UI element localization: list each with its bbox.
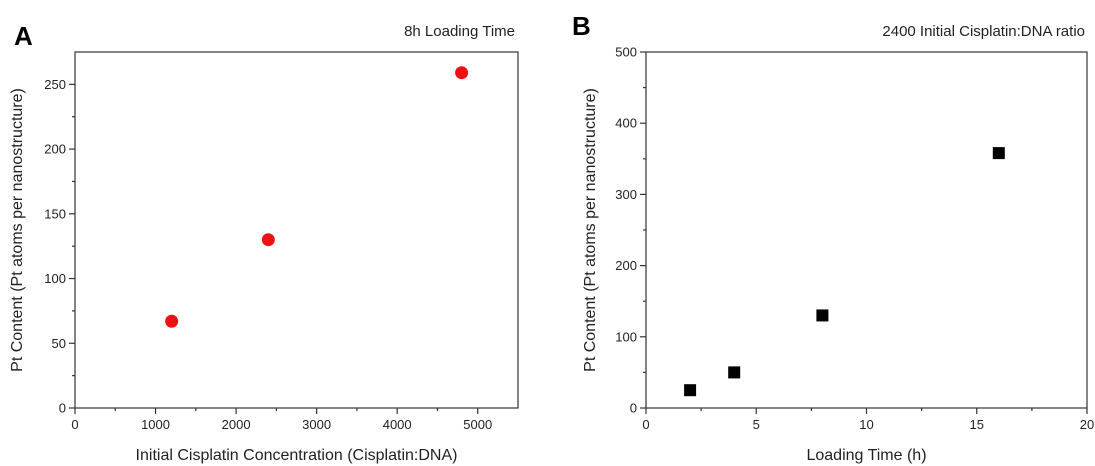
panel-b-data-point [816,309,829,322]
panel-a-x-tick-label: 4000 [383,417,412,432]
panel-b-y-axis-label: Pt Content (Pt atoms per nanostructure) [582,88,599,372]
panel-b-x-tick-label: 0 [642,417,649,432]
panel-a-plot-frame [74,51,519,409]
panel-a-y-tick-label: 0 [59,401,66,416]
panel-a-y-tick-label: 150 [44,206,66,221]
panel-a-y-tick-label: 200 [44,142,66,157]
panel-b-series [684,147,1005,397]
panel-b-x-tick-label: 20 [1080,417,1094,432]
panel-b-x-tick-label: 10 [859,417,873,432]
panel-b-data-point [992,147,1005,160]
panel-b-plot-frame [645,51,1088,409]
panel-a-y-axis: 0 50 100 150 200 250 [44,77,75,416]
panel-b-data-point [684,384,697,397]
panel-b-y-tick-label: 200 [615,258,637,273]
panel-b-y-tick-label: 400 [615,116,637,131]
panel-a-x-tick-label: 2000 [222,417,251,432]
panel-a: A 8h Loading Time 0 1000 2000 3000 4000 5000 … [9,21,519,464]
panel-b-letter: B [572,11,591,41]
panel-b-y-axis: 0 100 200 300 400 500 [615,45,646,416]
panel-b-title: 2400 Initial Cisplatin:DNA ratio [882,23,1085,40]
panel-a-x-axis-label: Initial Cisplatin Concentration (Cisplat… [136,447,458,464]
panel-a-x-tick-label: 0 [71,417,78,432]
panel-b-y-tick-label: 500 [615,45,637,60]
panel-b-data-point [728,366,741,379]
panel-a-title: 8h Loading Time [404,23,515,40]
panel-b-x-tick-label: 15 [970,417,984,432]
panel-b-x-tick-label: 5 [753,417,760,432]
panel-b: B 2400 Initial Cisplatin:DNA ratio 0 5 10 1… [572,11,1094,464]
panel-a-x-axis: 0 1000 2000 3000 4000 5000 [71,408,492,432]
panel-a-x-tick-label: 5000 [463,417,492,432]
panel-a-y-tick-label: 100 [44,271,66,286]
panel-b-y-tick-label: 300 [615,187,637,202]
panel-a-y-axis-label: Pt Content (Pt atoms per nanostructure) [9,88,26,372]
panel-a-data-point [455,66,469,80]
panel-a-x-tick-label: 3000 [302,417,331,432]
panel-b-x-axis-label: Loading Time (h) [806,447,926,464]
panel-a-x-tick-label: 1000 [141,417,170,432]
panel-a-series [165,66,469,328]
panel-a-data-point [165,314,179,328]
panel-a-letter: A [14,21,33,51]
panel-a-y-tick-label: 50 [52,336,66,351]
panel-b-y-tick-label: 100 [615,329,637,344]
panel-a-data-point [261,233,275,247]
panel-b-x-axis: 0 5 10 15 20 [642,408,1094,432]
panel-b-y-tick-label: 0 [630,401,637,416]
panel-a-y-tick-label: 250 [44,77,66,92]
